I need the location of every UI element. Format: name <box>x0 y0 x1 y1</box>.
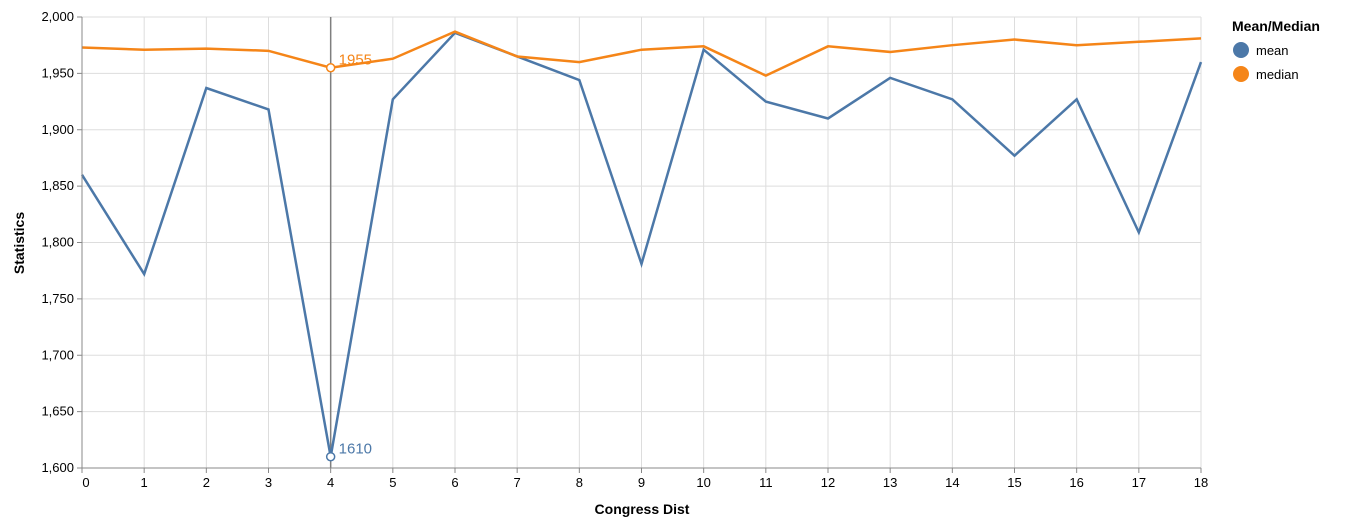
series-line-median <box>81 30 1202 78</box>
y-tick-label: 2,000 <box>41 9 74 24</box>
y-tick-label: 1,800 <box>41 235 74 250</box>
x-tick-label: 8 <box>576 475 583 490</box>
x-tick-label: 11 <box>759 475 773 490</box>
grid <box>81 16 1202 469</box>
y-tick-label: 1,700 <box>41 347 74 362</box>
y-tick-label: 1,950 <box>41 65 74 80</box>
series-lines <box>80 30 1203 457</box>
y-axis-title: Statistics <box>11 212 27 274</box>
y-tick-label: 1,850 <box>41 178 74 193</box>
data-label-mean: 1610 <box>339 441 372 458</box>
x-tick-label: 12 <box>821 475 835 490</box>
legend-title: Mean/Median <box>1232 18 1320 34</box>
legend-label-median: median <box>1256 67 1299 82</box>
x-tick-label: 2 <box>203 475 210 490</box>
highlight-points: 1955 1610 <box>325 52 372 462</box>
x-tick-label: 3 <box>265 475 272 490</box>
x-tick-label: 0 <box>82 475 89 490</box>
y-tick-label: 1,600 <box>41 460 74 475</box>
legend-symbol-mean <box>1233 42 1249 58</box>
x-tick-label: 1 <box>141 475 148 490</box>
series-line-mean <box>80 31 1203 457</box>
x-tick-label: 14 <box>945 475 959 490</box>
x-tick-label: 7 <box>514 475 521 490</box>
x-tick-label: 10 <box>696 475 710 490</box>
x-tick-label: 9 <box>638 475 645 490</box>
y-tick-label: 1,900 <box>41 122 74 137</box>
x-tick-label: 4 <box>327 475 334 490</box>
axes: 1,600 1,650 1,700 1,750 1,800 1,850 1,900 1,950… <box>41 9 1208 490</box>
data-label-median: 1955 <box>339 52 372 69</box>
point-mean <box>325 451 336 462</box>
point-median <box>325 62 336 73</box>
x-tick-label: 6 <box>451 475 458 490</box>
x-tick-label: 18 <box>1194 475 1208 490</box>
x-axis-title: Congress Dist <box>595 501 690 517</box>
legend: Mean/Median mean median <box>1232 18 1320 82</box>
legend-symbol-median <box>1233 66 1249 82</box>
x-tick-label: 15 <box>1007 475 1021 490</box>
legend-label-mean: mean <box>1256 43 1289 58</box>
y-tick-label: 1,650 <box>41 404 74 419</box>
x-tick-label: 17 <box>1132 475 1146 490</box>
x-tick-label: 16 <box>1069 475 1083 490</box>
y-tick-label: 1,750 <box>41 291 74 306</box>
x-tick-label: 5 <box>389 475 396 490</box>
x-tick-label: 13 <box>883 475 897 490</box>
